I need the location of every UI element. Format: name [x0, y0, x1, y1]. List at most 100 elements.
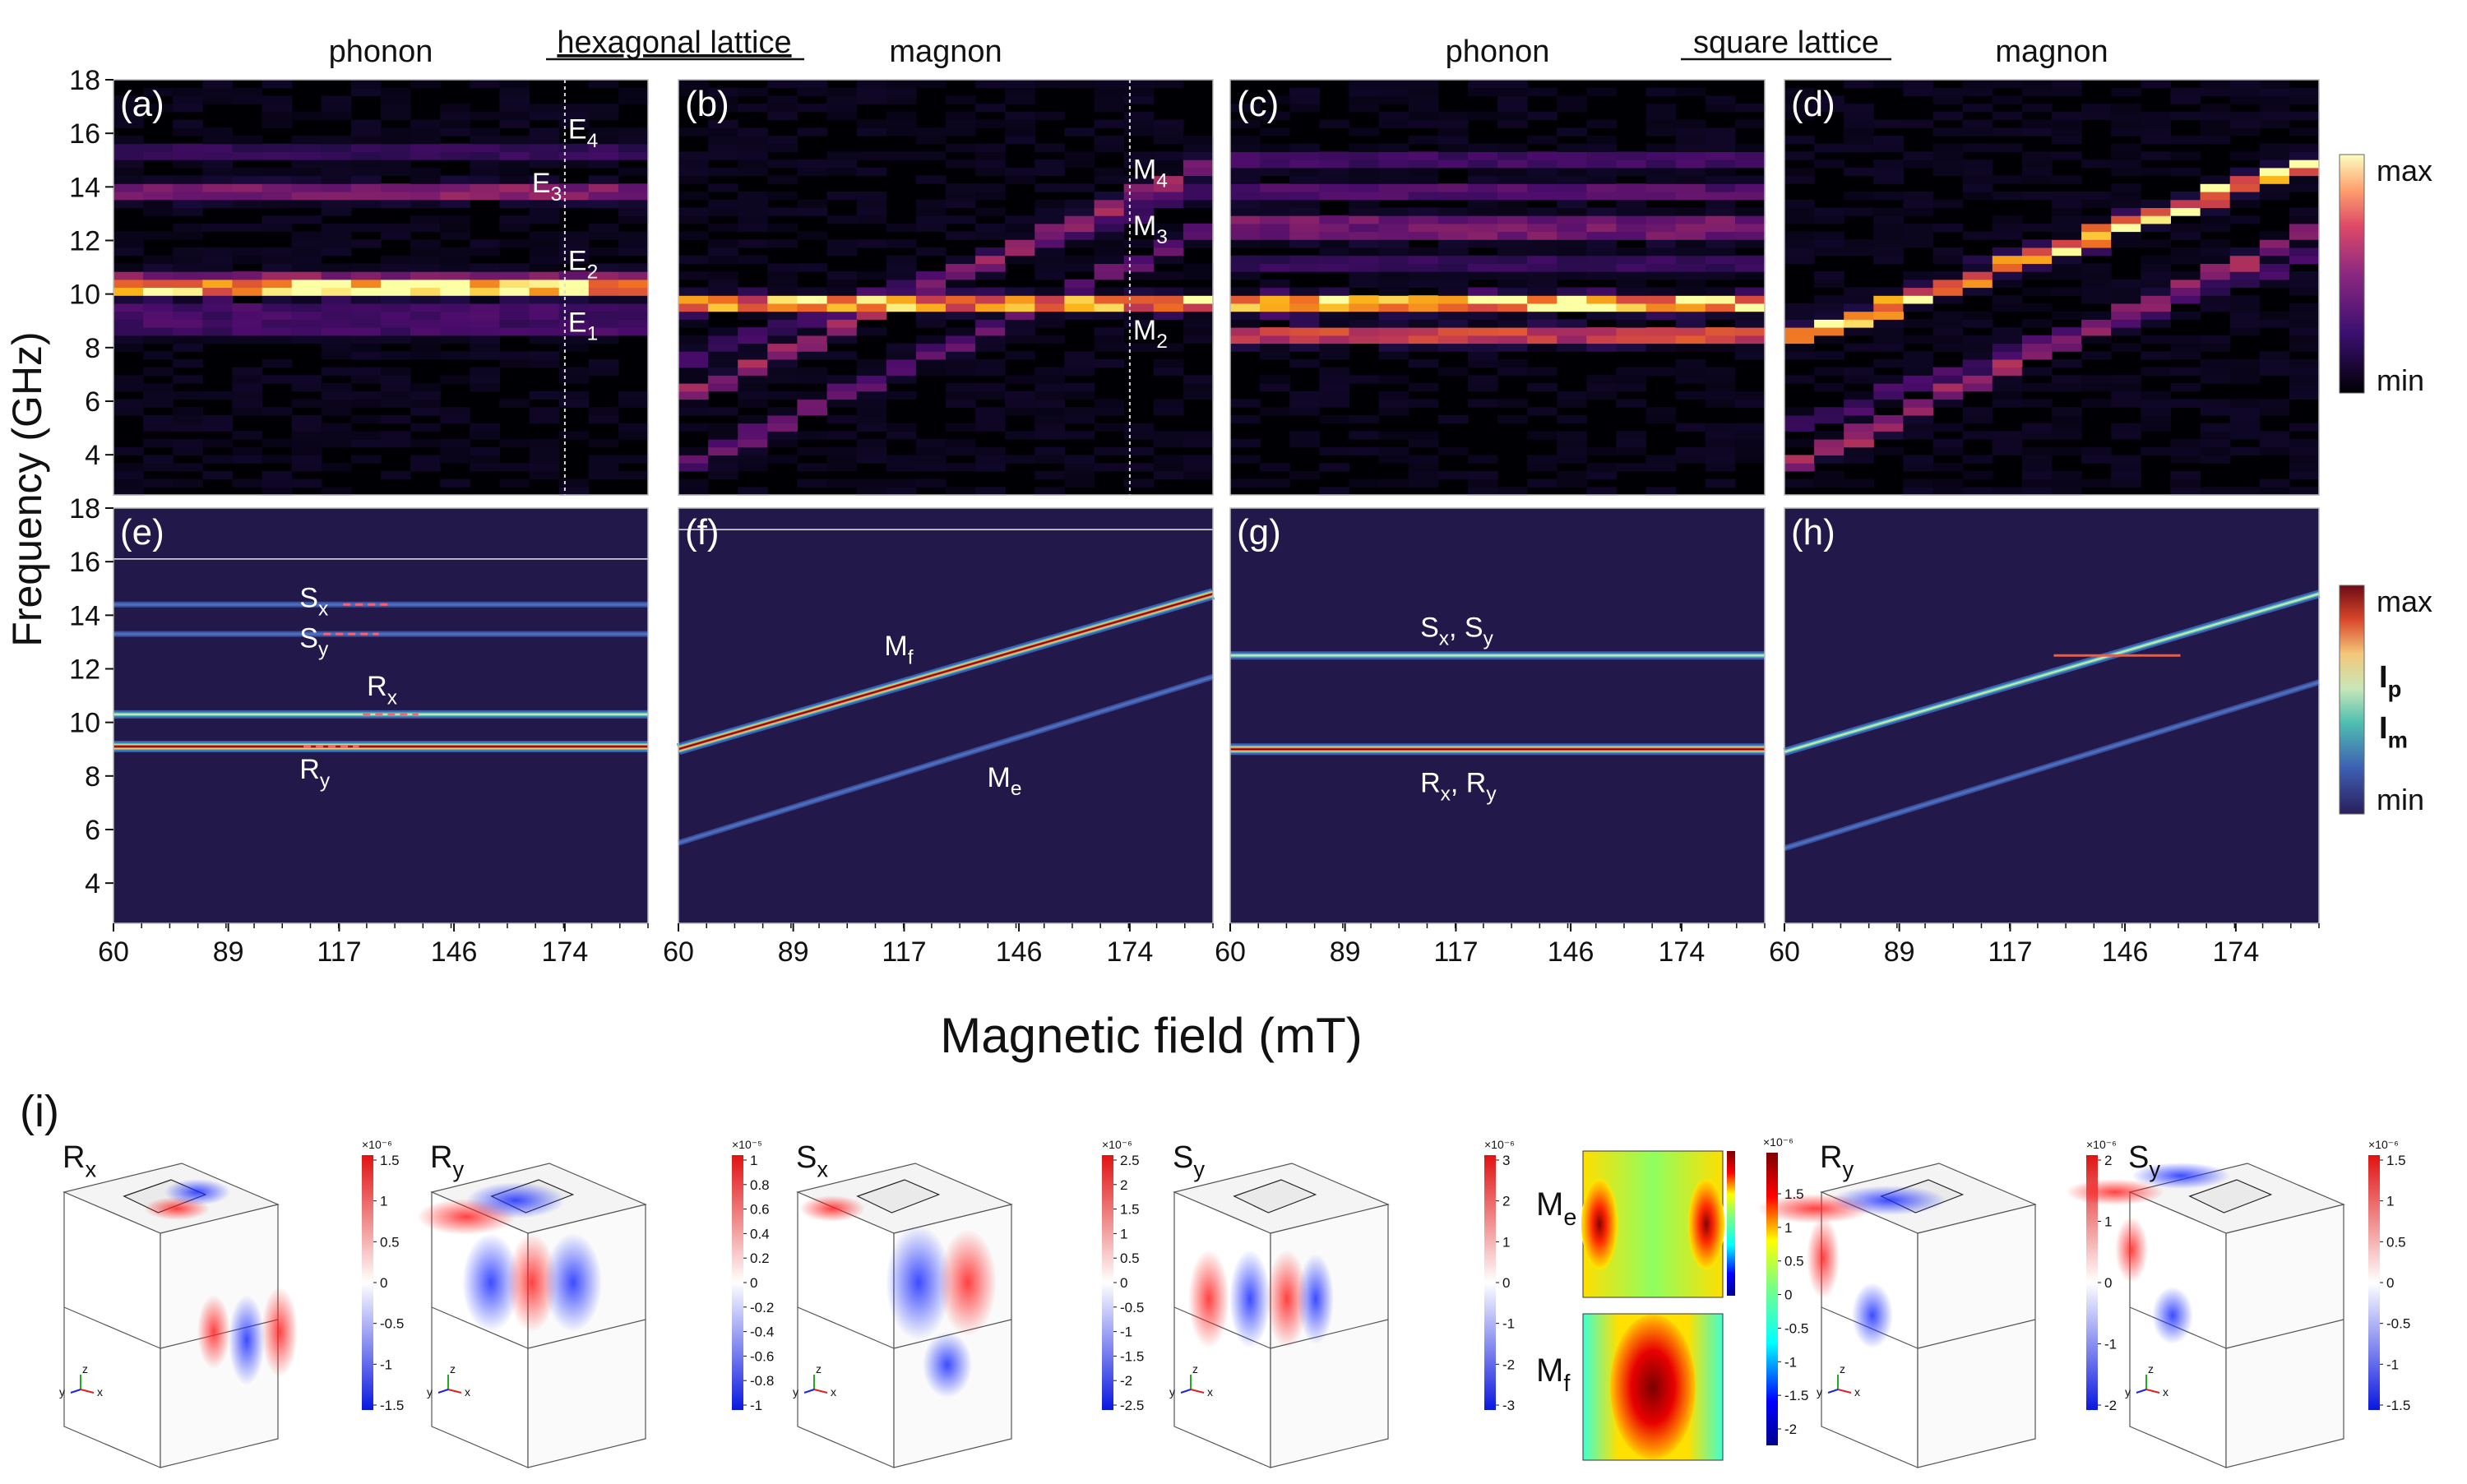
heatmap-cell — [350, 263, 382, 272]
heatmap-cell — [618, 143, 649, 152]
heatmap-cell — [1873, 215, 1904, 224]
panel-f-background — [678, 508, 1213, 923]
heatmap-cell — [1437, 239, 1469, 248]
heatmap-cell — [1467, 192, 1498, 201]
heatmap-cell — [2052, 335, 2082, 344]
heatmap-cell — [1034, 487, 1065, 496]
heatmap-cell — [232, 407, 263, 416]
heatmap-cell — [321, 279, 352, 289]
heatmap-cell — [1034, 223, 1065, 233]
heatmap-cell — [262, 279, 293, 289]
heatmap-cell — [1437, 367, 1469, 376]
heatmap-cell — [1705, 95, 1736, 104]
heatmap-cell — [470, 175, 500, 184]
heatmap-cell — [1873, 414, 1904, 424]
heatmap-cell — [1557, 143, 1587, 152]
heatmap-cell — [232, 247, 263, 257]
mode-colorbar — [362, 1155, 373, 1410]
heatmap-cell — [1497, 327, 1528, 336]
heatmap-cell — [1962, 367, 1993, 376]
heatmap-cell — [1378, 287, 1409, 296]
heatmap-cell — [1034, 247, 1065, 257]
annotation-label: Sx — [299, 583, 328, 621]
mode-colorbar-tick-label: 1.5 — [380, 1153, 400, 1168]
heatmap-cell — [1962, 87, 1993, 96]
heatmap-cell — [113, 159, 144, 169]
heatmap-cell — [1319, 319, 1349, 328]
heatmap-cell — [1349, 215, 1380, 224]
mode-colorbar — [732, 1155, 743, 1410]
heatmap-cell — [1675, 319, 1706, 328]
heatmap-cell — [2111, 167, 2141, 177]
heatmap-cell — [1814, 159, 1844, 169]
heatmap-cell — [232, 319, 263, 328]
heatmap-cell — [1260, 343, 1290, 352]
heatmap-cell — [202, 175, 233, 184]
heatmap-cell — [1319, 414, 1349, 424]
heatmap-cell — [558, 111, 590, 121]
heatmap-cell — [499, 167, 530, 177]
heatmap-cell — [1844, 414, 1874, 424]
heatmap-cell — [291, 423, 322, 432]
heatmap-cell — [113, 319, 144, 328]
heatmap-cell — [1153, 407, 1184, 416]
heatmap-cell — [470, 111, 500, 121]
heatmap-cell — [262, 151, 293, 160]
heatmap-cell — [1586, 215, 1617, 224]
heatmap-cell — [440, 446, 470, 455]
heatmap-cell — [1378, 87, 1409, 96]
heatmap-cell — [1230, 136, 1261, 145]
heatmap-cell — [1705, 383, 1736, 392]
heatmap-cell — [321, 463, 352, 472]
heatmap-cell — [1932, 439, 1964, 448]
heatmap-cell — [2200, 111, 2231, 121]
heatmap-cell — [202, 287, 233, 296]
heatmap-cell — [173, 104, 203, 113]
heatmap-cell — [975, 207, 1006, 216]
heatmap-cell — [1705, 431, 1736, 440]
heatmap-cell — [173, 423, 203, 432]
heatmap-cell — [1319, 383, 1349, 392]
heatmap-cell — [1378, 455, 1409, 464]
heatmap-cell — [2259, 143, 2290, 152]
heatmap-cell — [1349, 375, 1380, 384]
heatmap-cell — [470, 143, 500, 152]
heatmap-cell — [1675, 446, 1706, 455]
heatmap-cell — [2052, 207, 2082, 216]
heatmap-cell — [1183, 231, 1214, 240]
heatmap-cell — [1734, 151, 1766, 160]
heatmap-cell — [1289, 87, 1320, 96]
heatmap-cell — [529, 263, 560, 272]
heatmap-cell — [1962, 287, 1993, 296]
heatmap-cell — [291, 159, 322, 169]
heatmap-cell — [2259, 263, 2290, 272]
heatmap-cell — [678, 151, 709, 160]
heatmap-cell — [1873, 159, 1904, 169]
colorbar-bottom — [2339, 585, 2365, 815]
heatmap-cell — [1230, 104, 1261, 113]
heatmap-cell — [1962, 175, 1993, 184]
heatmap-cell — [2141, 399, 2171, 408]
heatmap-cell — [202, 423, 233, 432]
heatmap-cell — [678, 192, 709, 201]
heatmap-cell — [2289, 151, 2320, 160]
heatmap-cell — [618, 295, 649, 304]
heatmap-cell — [1064, 383, 1095, 392]
heatmap-cell — [856, 271, 887, 280]
heatmap-cell — [975, 311, 1006, 320]
heatmap-cell — [1467, 319, 1498, 328]
heatmap-cell — [1260, 199, 1290, 208]
heatmap-cell — [202, 80, 233, 89]
heatmap-cell — [113, 295, 144, 304]
heatmap-cell — [113, 143, 144, 152]
heatmap-cell — [1645, 407, 1677, 416]
heatmap-cell — [1064, 207, 1095, 216]
heatmap-cell — [618, 192, 649, 201]
heatmap-cell — [1260, 95, 1290, 104]
field-positive — [197, 1295, 230, 1369]
heatmap-cell — [826, 271, 858, 280]
triad-z-label: z — [450, 1362, 456, 1375]
heatmap-cell — [2259, 487, 2290, 496]
heatmap-cell — [708, 167, 738, 177]
heatmap-cell — [886, 279, 917, 289]
